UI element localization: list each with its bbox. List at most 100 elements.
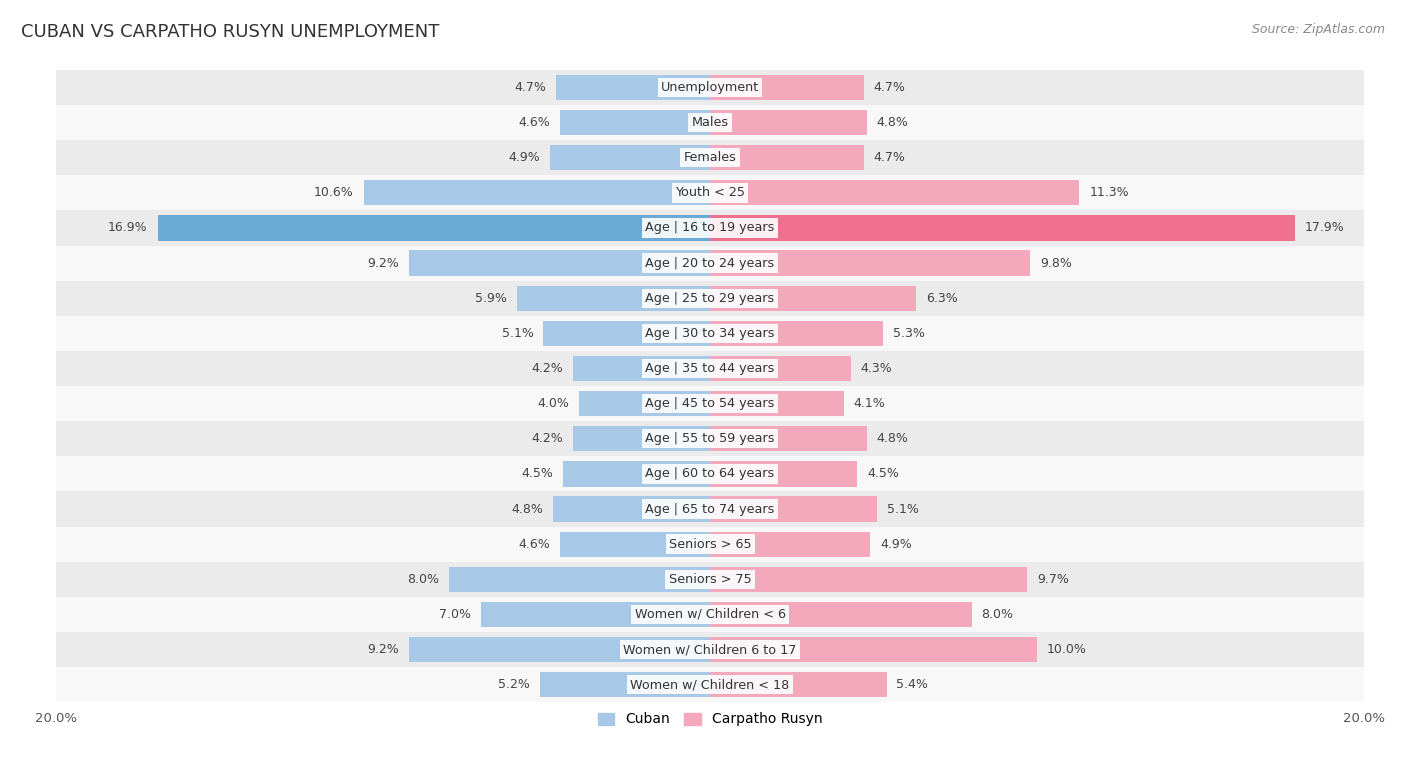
- Bar: [157, 215, 710, 241]
- Bar: [557, 75, 710, 100]
- Text: 9.2%: 9.2%: [368, 257, 399, 269]
- Text: Age | 30 to 34 years: Age | 30 to 34 years: [645, 327, 775, 340]
- Bar: [579, 391, 710, 416]
- Text: 5.2%: 5.2%: [498, 678, 530, 691]
- Text: 4.2%: 4.2%: [531, 362, 562, 375]
- Text: 17.9%: 17.9%: [1305, 222, 1344, 235]
- Text: 4.0%: 4.0%: [537, 397, 569, 410]
- Bar: [56, 667, 1364, 702]
- Text: 9.7%: 9.7%: [1038, 573, 1069, 586]
- Text: Women w/ Children < 6: Women w/ Children < 6: [634, 608, 786, 621]
- Bar: [560, 531, 710, 557]
- Bar: [710, 497, 877, 522]
- Bar: [56, 562, 1364, 597]
- Text: Age | 16 to 19 years: Age | 16 to 19 years: [645, 222, 775, 235]
- Text: Age | 45 to 54 years: Age | 45 to 54 years: [645, 397, 775, 410]
- Text: CUBAN VS CARPATHO RUSYN UNEMPLOYMENT: CUBAN VS CARPATHO RUSYN UNEMPLOYMENT: [21, 23, 440, 41]
- Bar: [710, 110, 868, 136]
- Text: 8.0%: 8.0%: [981, 608, 1014, 621]
- Bar: [56, 386, 1364, 421]
- Bar: [56, 632, 1364, 667]
- Bar: [56, 527, 1364, 562]
- Bar: [710, 285, 915, 311]
- Text: 4.7%: 4.7%: [515, 81, 547, 94]
- Bar: [56, 456, 1364, 491]
- Text: Males: Males: [692, 116, 728, 129]
- Bar: [56, 281, 1364, 316]
- Bar: [517, 285, 710, 311]
- Text: Age | 35 to 44 years: Age | 35 to 44 years: [645, 362, 775, 375]
- Bar: [56, 245, 1364, 281]
- Text: 9.8%: 9.8%: [1040, 257, 1071, 269]
- Text: 4.7%: 4.7%: [873, 81, 905, 94]
- Text: 8.0%: 8.0%: [406, 573, 439, 586]
- Text: 5.3%: 5.3%: [893, 327, 925, 340]
- Bar: [481, 602, 710, 627]
- Bar: [710, 215, 1295, 241]
- Bar: [562, 461, 710, 487]
- Bar: [560, 110, 710, 136]
- Bar: [56, 491, 1364, 527]
- Bar: [710, 145, 863, 170]
- Text: 4.3%: 4.3%: [860, 362, 893, 375]
- Bar: [710, 672, 887, 697]
- Bar: [409, 251, 710, 276]
- Bar: [572, 426, 710, 451]
- Text: 9.2%: 9.2%: [368, 643, 399, 656]
- Text: 4.9%: 4.9%: [880, 537, 911, 550]
- Text: 4.1%: 4.1%: [853, 397, 886, 410]
- Text: Women w/ Children < 18: Women w/ Children < 18: [630, 678, 790, 691]
- Text: Youth < 25: Youth < 25: [675, 186, 745, 199]
- Bar: [409, 637, 710, 662]
- Bar: [710, 180, 1080, 205]
- Text: 4.5%: 4.5%: [522, 467, 553, 481]
- Bar: [710, 321, 883, 346]
- Text: Unemployment: Unemployment: [661, 81, 759, 94]
- Text: 10.6%: 10.6%: [314, 186, 354, 199]
- Text: 11.3%: 11.3%: [1090, 186, 1129, 199]
- Text: 4.8%: 4.8%: [877, 432, 908, 445]
- Bar: [710, 391, 844, 416]
- Text: 4.6%: 4.6%: [517, 537, 550, 550]
- Text: 7.0%: 7.0%: [440, 608, 471, 621]
- Bar: [543, 321, 710, 346]
- Bar: [56, 597, 1364, 632]
- Bar: [56, 140, 1364, 176]
- Text: Females: Females: [683, 151, 737, 164]
- Bar: [710, 637, 1038, 662]
- Text: 10.0%: 10.0%: [1046, 643, 1087, 656]
- Text: 4.8%: 4.8%: [512, 503, 543, 516]
- Bar: [710, 461, 858, 487]
- Text: Age | 65 to 74 years: Age | 65 to 74 years: [645, 503, 775, 516]
- Text: 4.6%: 4.6%: [517, 116, 550, 129]
- Text: 5.1%: 5.1%: [502, 327, 533, 340]
- Text: 6.3%: 6.3%: [925, 291, 957, 305]
- Bar: [364, 180, 710, 205]
- Text: 4.8%: 4.8%: [877, 116, 908, 129]
- Bar: [56, 351, 1364, 386]
- Bar: [56, 176, 1364, 210]
- Text: 5.9%: 5.9%: [475, 291, 508, 305]
- Bar: [710, 567, 1028, 592]
- Text: Age | 20 to 24 years: Age | 20 to 24 years: [645, 257, 775, 269]
- Text: 4.2%: 4.2%: [531, 432, 562, 445]
- Bar: [710, 426, 868, 451]
- Bar: [710, 251, 1031, 276]
- Text: Age | 60 to 64 years: Age | 60 to 64 years: [645, 467, 775, 481]
- Text: Age | 55 to 59 years: Age | 55 to 59 years: [645, 432, 775, 445]
- Bar: [710, 75, 863, 100]
- Bar: [710, 356, 851, 382]
- Text: Seniors > 75: Seniors > 75: [669, 573, 751, 586]
- Text: Age | 25 to 29 years: Age | 25 to 29 years: [645, 291, 775, 305]
- Legend: Cuban, Carpatho Rusyn: Cuban, Carpatho Rusyn: [592, 707, 828, 732]
- Bar: [572, 356, 710, 382]
- Text: 5.4%: 5.4%: [897, 678, 928, 691]
- Text: Seniors > 65: Seniors > 65: [669, 537, 751, 550]
- Bar: [710, 602, 972, 627]
- Bar: [553, 497, 710, 522]
- Text: 4.7%: 4.7%: [873, 151, 905, 164]
- Bar: [550, 145, 710, 170]
- Text: 16.9%: 16.9%: [108, 222, 148, 235]
- Bar: [449, 567, 710, 592]
- Bar: [56, 105, 1364, 140]
